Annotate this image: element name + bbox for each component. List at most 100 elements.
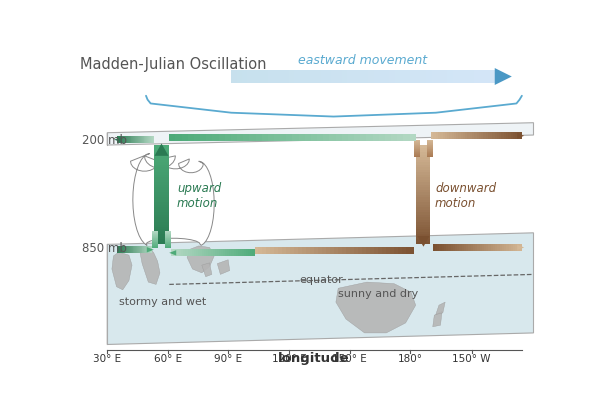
Bar [509,244,511,251]
Bar [118,136,120,143]
Bar [348,134,354,141]
Bar [131,246,132,253]
Bar [145,246,146,253]
Bar [453,244,455,251]
Bar [165,237,171,238]
Bar [209,249,210,256]
Bar [154,232,169,235]
Bar [225,249,228,256]
Bar [242,70,247,83]
Bar [495,132,497,139]
Bar [154,195,169,197]
Bar [488,132,490,139]
Bar [417,195,431,197]
Bar [426,152,432,153]
Bar [373,134,379,141]
Bar [154,215,169,217]
Bar [165,232,171,233]
Bar [231,70,237,83]
Bar [165,241,171,242]
Bar [154,162,169,165]
Polygon shape [336,282,415,333]
Bar [152,231,159,232]
Bar [129,136,131,143]
Bar [453,70,458,83]
Polygon shape [187,246,214,273]
Bar [149,246,151,253]
Bar [143,136,145,143]
Text: 30° E: 30° E [93,354,121,365]
Bar [336,134,342,141]
Bar [263,70,268,83]
Bar [414,151,420,152]
Text: 150° E: 150° E [332,354,367,365]
Bar [141,136,142,143]
Bar [310,247,314,254]
Bar [464,244,466,251]
Bar [146,246,147,253]
Bar [142,246,143,253]
Bar [489,70,495,83]
Bar [223,249,225,256]
Bar [347,70,353,83]
Bar [173,249,175,256]
Bar [231,249,234,256]
Bar [165,246,171,247]
Bar [165,239,171,240]
Bar [117,246,118,253]
Bar [165,240,171,241]
Bar [135,246,136,253]
Bar [295,247,298,254]
Bar [132,136,134,143]
Bar [235,249,238,256]
Bar [310,70,315,83]
Bar [152,234,159,235]
Bar [329,134,336,141]
Bar [378,247,382,254]
Bar [504,244,506,251]
Text: eastward movement: eastward movement [298,54,428,66]
Bar [386,247,390,254]
Bar [500,244,502,251]
Bar [417,147,431,150]
Bar [142,136,143,143]
Bar [456,132,458,139]
Bar [267,247,270,254]
Bar [323,134,329,141]
Bar [414,143,420,144]
Bar [502,244,504,251]
Bar [165,247,171,248]
Bar [493,244,495,251]
Bar [126,136,127,143]
Bar [442,70,447,83]
Bar [165,230,171,231]
Bar [367,134,373,141]
Bar [149,136,150,143]
Bar [479,132,481,139]
Polygon shape [114,137,121,142]
Bar [154,197,169,199]
Bar [481,132,483,139]
Bar [154,182,169,185]
Bar [247,70,253,83]
Bar [440,132,442,139]
Bar [435,244,437,251]
Bar [445,132,447,139]
Bar [224,134,231,141]
Bar [442,244,444,251]
Bar [188,134,194,141]
Bar [414,154,420,155]
Bar [318,247,322,254]
Bar [300,70,305,83]
Bar [154,165,169,167]
Bar [474,70,479,83]
Bar [357,70,363,83]
Bar [326,247,331,254]
Bar [334,247,339,254]
Bar [417,230,431,232]
Bar [467,132,470,139]
Bar [244,249,246,256]
Bar [437,244,439,251]
Bar [256,134,262,141]
Bar [458,70,463,83]
